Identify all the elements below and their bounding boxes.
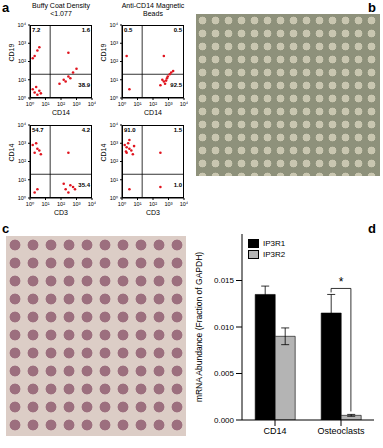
svg-text:10²: 10² bbox=[57, 101, 65, 107]
svg-text:10¹: 10¹ bbox=[134, 101, 142, 107]
svg-text:0.005: 0.005 bbox=[214, 369, 235, 378]
svg-text:10²: 10² bbox=[149, 101, 157, 107]
svg-text:10⁴: 10⁴ bbox=[110, 122, 119, 128]
svg-text:10⁴: 10⁴ bbox=[180, 201, 188, 207]
svg-text:10⁴: 10⁴ bbox=[18, 122, 27, 128]
svg-text:10¹: 10¹ bbox=[110, 77, 118, 83]
html-text:a: a bbox=[2, 0, 10, 15]
svg-text:10⁴: 10⁴ bbox=[180, 101, 188, 107]
svg-text:10³: 10³ bbox=[110, 140, 118, 146]
svg-text:CD14: CD14 bbox=[144, 109, 162, 116]
html-text:b: b bbox=[368, 0, 376, 15]
svg-text:10⁰: 10⁰ bbox=[18, 195, 27, 201]
html-text:IP3R2: IP3R2 bbox=[263, 250, 286, 259]
svg-text:CD14: CD14 bbox=[8, 143, 15, 161]
svg-text:CD14: CD14 bbox=[263, 426, 286, 436]
html-text:0.5: 0.5 bbox=[124, 27, 133, 33]
svg-text:10²: 10² bbox=[57, 201, 65, 207]
svg-text:10²: 10² bbox=[110, 58, 118, 64]
html-text:1.0: 1.0 bbox=[173, 182, 182, 188]
html-text:IP3R1: IP3R1 bbox=[263, 239, 286, 248]
svg-text:10¹: 10¹ bbox=[18, 177, 26, 183]
svg-text:10⁰: 10⁰ bbox=[118, 201, 127, 207]
svg-text:10³: 10³ bbox=[165, 101, 173, 107]
svg-text:10⁰: 10⁰ bbox=[110, 95, 119, 101]
html-text:Anti-CD14 Magnetic Beads: Anti-CD14 Magnetic Beads bbox=[121, 2, 185, 17]
svg-text:10³: 10³ bbox=[110, 40, 118, 46]
svg-text:10⁰: 10⁰ bbox=[110, 195, 119, 201]
svg-text:10¹: 10¹ bbox=[110, 177, 118, 183]
html-text:91.0: 91.0 bbox=[124, 127, 136, 133]
html-text:Buffy Coat Density <1.077: Buffy Coat Density <1.077 bbox=[32, 2, 90, 17]
html-text:1.6: 1.6 bbox=[81, 27, 90, 33]
svg-text:CD3: CD3 bbox=[54, 209, 68, 216]
svg-text:CD19: CD19 bbox=[100, 43, 107, 61]
svg-text:10³: 10³ bbox=[73, 201, 81, 207]
svg-text:10²: 10² bbox=[18, 58, 26, 64]
svg-text:10¹: 10¹ bbox=[42, 201, 50, 207]
svg-text:10⁴: 10⁴ bbox=[88, 201, 96, 207]
svg-text:0.015: 0.015 bbox=[214, 276, 235, 285]
svg-text:0.000: 0.000 bbox=[214, 416, 235, 425]
svg-text:10¹: 10¹ bbox=[18, 77, 26, 83]
html-text:c: c bbox=[2, 221, 10, 236]
svg-text:10⁰: 10⁰ bbox=[18, 95, 27, 101]
svg-text:10³: 10³ bbox=[73, 101, 81, 107]
svg-text:10²: 10² bbox=[110, 158, 118, 164]
html-text:38.9: 38.9 bbox=[78, 82, 90, 88]
svg-text:0.010: 0.010 bbox=[214, 323, 235, 332]
html-text:0.5: 0.5 bbox=[173, 27, 182, 33]
svg-text:10¹: 10¹ bbox=[42, 101, 50, 107]
svg-text:10²: 10² bbox=[149, 201, 157, 207]
html-text:92.5: 92.5 bbox=[170, 82, 182, 88]
html-text:1.5: 1.5 bbox=[173, 127, 182, 133]
svg-text:mRNA Abundance (Fraction of GA: mRNA Abundance (Fraction of GAPDH) bbox=[194, 252, 204, 402]
svg-text:CD19: CD19 bbox=[8, 43, 15, 61]
html-text:d: d bbox=[368, 221, 376, 236]
svg-text:10³: 10³ bbox=[165, 201, 173, 207]
svg-text:10³: 10³ bbox=[18, 140, 26, 146]
svg-text:10²: 10² bbox=[18, 158, 26, 164]
svg-text:10⁴: 10⁴ bbox=[88, 101, 96, 107]
svg-text:CD14: CD14 bbox=[100, 143, 107, 161]
svg-text:10⁴: 10⁴ bbox=[18, 22, 27, 28]
svg-text:Osteoclasts: Osteoclasts bbox=[317, 426, 365, 436]
svg-text:CD3: CD3 bbox=[146, 209, 160, 216]
html-text:7.2: 7.2 bbox=[32, 27, 41, 33]
svg-text:10⁰: 10⁰ bbox=[26, 201, 35, 207]
svg-text:10³: 10³ bbox=[18, 40, 26, 46]
svg-text:10⁴: 10⁴ bbox=[110, 22, 119, 28]
html-text:35.4: 35.4 bbox=[78, 182, 90, 188]
svg-text:CD14: CD14 bbox=[52, 109, 70, 116]
svg-text:10¹: 10¹ bbox=[134, 201, 142, 207]
svg-text:10⁰: 10⁰ bbox=[26, 101, 35, 107]
html-text:4.2: 4.2 bbox=[81, 127, 90, 133]
svg-text:10⁰: 10⁰ bbox=[118, 101, 127, 107]
html-text:54.7: 54.7 bbox=[32, 127, 44, 133]
